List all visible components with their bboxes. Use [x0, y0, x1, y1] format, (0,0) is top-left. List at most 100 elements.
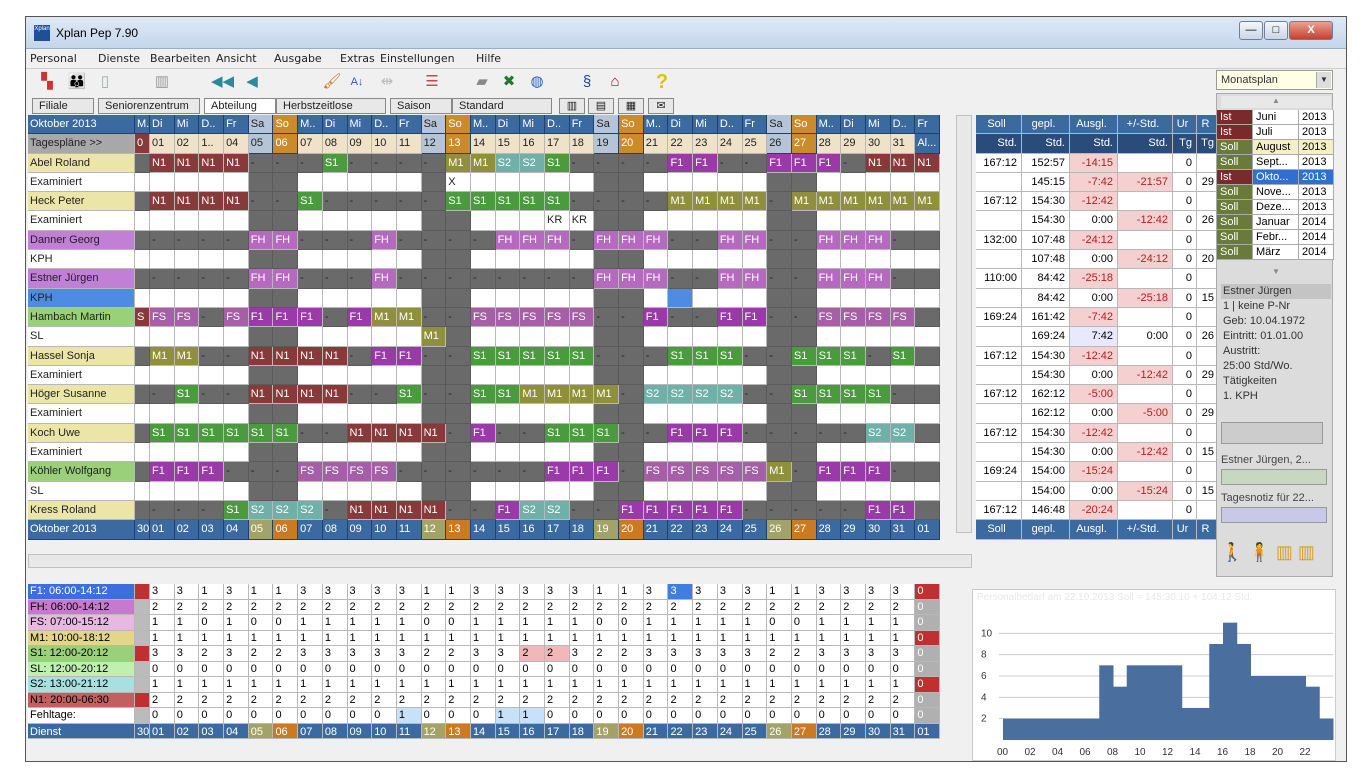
shift-cell[interactable]: S2: [717, 385, 743, 405]
web-icon[interactable]: ◍: [530, 73, 544, 90]
shift-cell[interactable]: -: [347, 153, 373, 173]
shift-cell[interactable]: S2: [520, 153, 545, 173]
shift-cell[interactable]: -: [594, 153, 620, 173]
note-cell[interactable]: [865, 481, 891, 501]
note-cell[interactable]: [135, 365, 150, 386]
shift-cell[interactable]: FH: [248, 230, 274, 251]
shift-cell[interactable]: S1: [224, 500, 249, 521]
shift-cell[interactable]: -: [273, 153, 299, 173]
note-cell[interactable]: [841, 481, 866, 501]
note-cell[interactable]: [135, 327, 150, 347]
note-cell[interactable]: [865, 250, 891, 270]
note-cell[interactable]: [298, 404, 323, 424]
note-cell[interactable]: [174, 365, 200, 386]
shift-cell[interactable]: [135, 192, 150, 212]
shift-cell[interactable]: S2: [890, 423, 916, 444]
shift-cell[interactable]: -: [199, 346, 225, 366]
note-cell[interactable]: [841, 404, 866, 424]
note-cell[interactable]: [495, 443, 521, 463]
note-cell[interactable]: [791, 250, 817, 270]
shift-cell[interactable]: FS: [865, 307, 891, 328]
shift-cell[interactable]: S1: [890, 346, 916, 366]
note-cell[interactable]: [816, 288, 842, 308]
shift-cell[interactable]: F1: [816, 153, 842, 173]
note-cell[interactable]: [135, 211, 150, 231]
shift-cell[interactable]: -: [594, 346, 620, 366]
shift-cell[interactable]: [915, 385, 940, 405]
shift-cell[interactable]: FS: [495, 307, 521, 328]
shift-cell[interactable]: F1: [890, 500, 916, 521]
month-row[interactable]: Ist Juli 2013: [1217, 125, 1334, 140]
note-cell[interactable]: [150, 365, 175, 386]
note-cell[interactable]: [298, 288, 323, 308]
note-cell[interactable]: [347, 327, 373, 347]
note-cell[interactable]: [421, 250, 447, 270]
note-cell[interactable]: [446, 250, 471, 270]
shift-cell[interactable]: F1: [545, 462, 570, 482]
footer-day[interactable]: 22: [668, 520, 694, 540]
shift-cell[interactable]: S1: [322, 153, 348, 173]
note-cell[interactable]: [446, 443, 471, 463]
shift-cell[interactable]: -: [717, 153, 743, 173]
note-cell[interactable]: [742, 327, 768, 347]
note-cell[interactable]: [273, 250, 299, 270]
shift-cell[interactable]: FH: [520, 230, 545, 251]
shift-cell[interactable]: -: [594, 307, 620, 328]
note-cell[interactable]: [199, 250, 225, 270]
note-cell[interactable]: [742, 172, 768, 193]
shift-cell[interactable]: S1: [248, 423, 274, 444]
shift-cell[interactable]: S1: [396, 385, 422, 405]
shift-cell[interactable]: [135, 500, 150, 521]
shift-cell[interactable]: S1: [717, 346, 743, 366]
shift-cell[interactable]: -: [470, 500, 496, 521]
shift-cell[interactable]: -: [594, 192, 620, 212]
shift-cell[interactable]: N1: [199, 192, 225, 212]
shift-cell[interactable]: S1: [545, 346, 570, 366]
shift-cell[interactable]: M1: [767, 462, 792, 482]
footer-day[interactable]: 20: [619, 520, 644, 540]
shift-cell[interactable]: -: [816, 500, 842, 521]
note-cell[interactable]: [643, 481, 669, 501]
shift-cell[interactable]: S1: [174, 385, 200, 405]
note-cell[interactable]: [545, 443, 570, 463]
shift-cell[interactable]: FS: [890, 307, 916, 328]
note-cell[interactable]: [890, 211, 916, 231]
shift-cell[interactable]: F1: [643, 307, 669, 328]
shift-cell[interactable]: M1: [470, 153, 496, 173]
footer-day[interactable]: 21: [643, 723, 669, 739]
note-cell[interactable]: [174, 288, 200, 308]
note-cell[interactable]: [322, 211, 348, 231]
note-cell[interactable]: [594, 443, 620, 463]
day-header[interactable]: 24: [717, 134, 743, 154]
shift-cell[interactable]: -: [396, 153, 422, 173]
note-cell[interactable]: [594, 172, 620, 193]
shift-cell[interactable]: FH: [742, 230, 768, 251]
shift-cell[interactable]: F1: [495, 500, 521, 521]
shift-cell[interactable]: -: [446, 500, 471, 521]
note-cell[interactable]: [643, 211, 669, 231]
note-cell[interactable]: [322, 250, 348, 270]
shift-cell[interactable]: M1: [693, 192, 718, 212]
note-cell[interactable]: [520, 481, 545, 501]
note-cell[interactable]: [347, 365, 373, 386]
shift-cell[interactable]: F1: [643, 500, 669, 521]
shift-cell[interactable]: N1: [421, 500, 447, 521]
note-cell[interactable]: [668, 481, 694, 501]
note-cell[interactable]: [767, 365, 792, 386]
day-header[interactable]: 22: [668, 134, 694, 154]
shift-cell[interactable]: [135, 153, 150, 173]
shift-cell[interactable]: -: [174, 269, 200, 289]
shift-cell[interactable]: S1: [470, 346, 496, 366]
shift-cell[interactable]: S1: [816, 346, 842, 366]
day-header[interactable]: 12: [421, 134, 447, 154]
shift-cell[interactable]: S1: [446, 192, 471, 212]
shift-cell[interactable]: [915, 346, 940, 366]
footer-day[interactable]: 28: [816, 520, 842, 540]
shift-cell[interactable]: FH: [643, 269, 669, 289]
staff-name[interactable]: Kress Roland: [28, 500, 135, 521]
note-cell[interactable]: [791, 211, 817, 231]
note-cell[interactable]: [470, 250, 496, 270]
shift-cell[interactable]: S1: [668, 346, 694, 366]
shift-cell[interactable]: N1: [396, 500, 422, 521]
note-cell[interactable]: [396, 172, 422, 193]
